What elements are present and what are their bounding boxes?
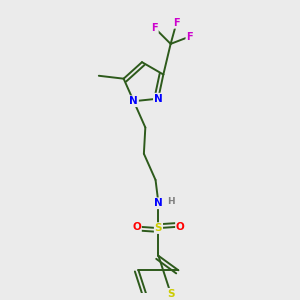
Text: S: S bbox=[155, 223, 162, 233]
Text: N: N bbox=[129, 96, 138, 106]
Text: F: F bbox=[151, 23, 158, 33]
Text: H: H bbox=[167, 197, 175, 206]
Text: O: O bbox=[132, 222, 141, 232]
Text: O: O bbox=[176, 222, 185, 232]
Text: N: N bbox=[154, 94, 163, 103]
Text: F: F bbox=[186, 32, 193, 42]
Text: N: N bbox=[154, 198, 163, 208]
Text: F: F bbox=[173, 18, 180, 28]
Text: S: S bbox=[167, 289, 175, 299]
